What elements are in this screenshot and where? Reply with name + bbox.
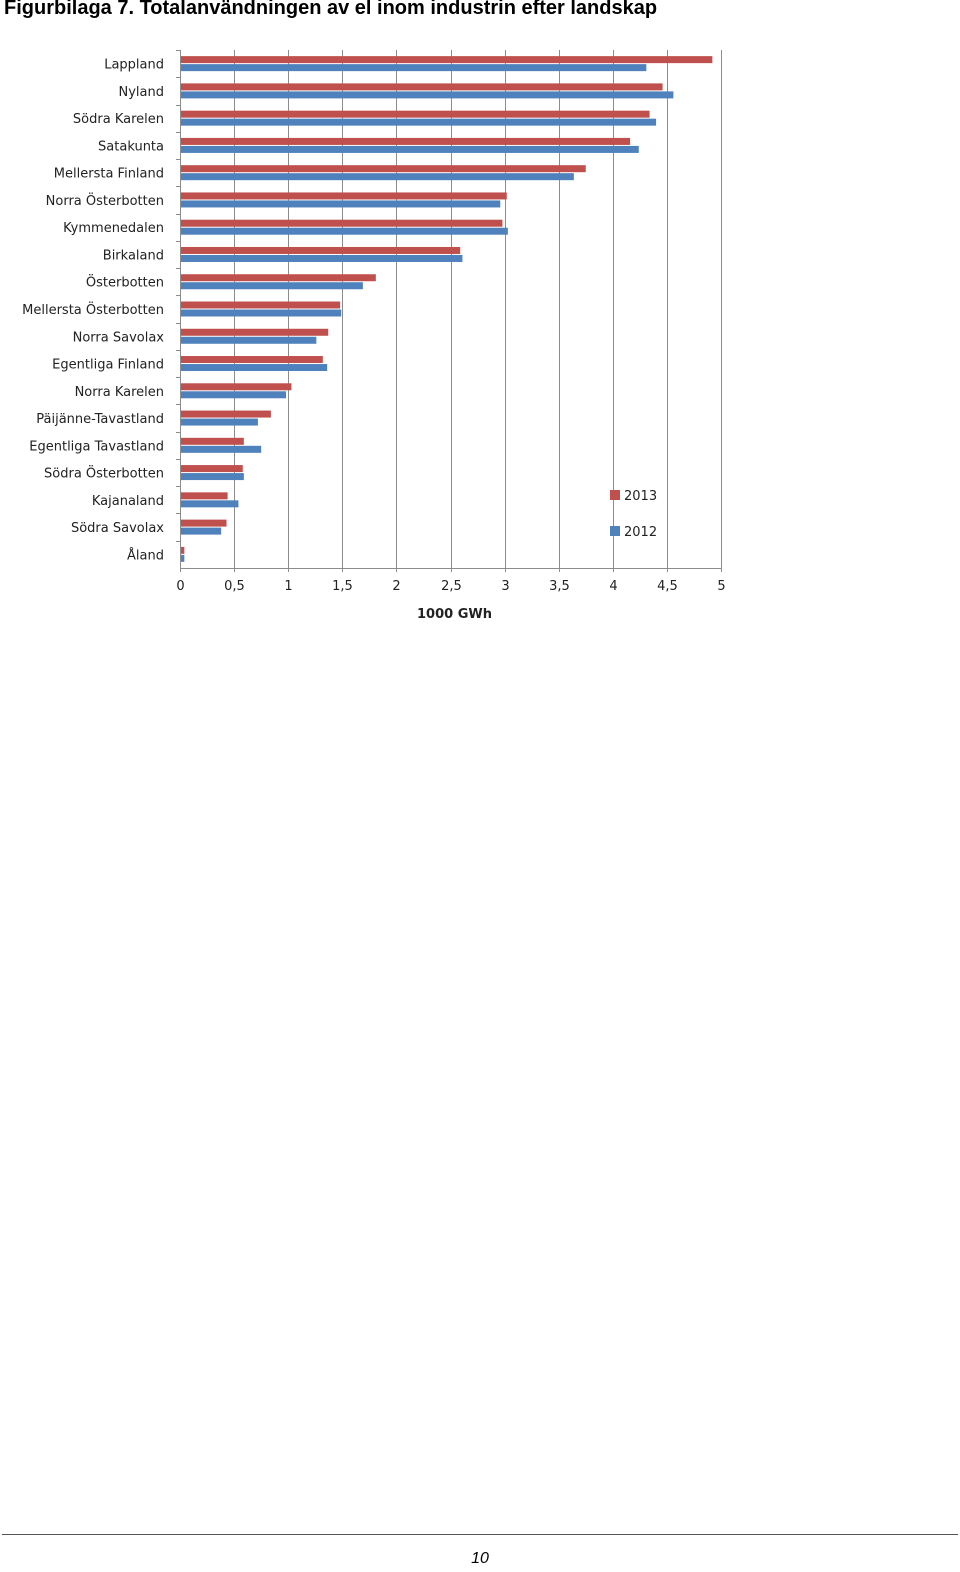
bars <box>181 56 713 562</box>
category-label: Kymmenedalen <box>63 221 164 236</box>
bar-2013 <box>181 519 227 527</box>
bar-2012 <box>181 227 508 235</box>
category-label: Norra Karelen <box>75 385 164 400</box>
bar-2012 <box>181 282 363 290</box>
bar-2013 <box>181 410 271 418</box>
category-label: Södra Savolax <box>71 521 164 536</box>
bar-2012 <box>181 145 639 153</box>
bar-2013 <box>181 465 243 473</box>
category-label: Kajanaland <box>92 494 164 509</box>
bar-2012 <box>181 173 574 181</box>
gridlines <box>234 50 722 568</box>
category-label: Mellersta Finland <box>54 167 164 182</box>
bar-2013 <box>181 274 376 282</box>
x-tick-label: 2 <box>392 579 400 594</box>
bar-2013 <box>181 328 329 336</box>
bar-2012 <box>181 418 258 426</box>
bar-2013 <box>181 301 341 309</box>
bar-2012 <box>181 118 657 126</box>
bar-2012 <box>181 391 287 399</box>
bar-2013 <box>181 492 228 500</box>
category-label: Södra Karelen <box>73 112 164 127</box>
legend: 2013 2012 <box>610 489 657 540</box>
category-label: Satakunta <box>98 139 164 154</box>
category-label: Birkaland <box>103 248 164 263</box>
bar-2012 <box>181 336 317 344</box>
x-axis-title: 1000 GWh <box>417 607 492 622</box>
bar-2013 <box>181 165 586 173</box>
axes: 0 0,5 1 1,5 2 2,5 3 3,5 4 4,5 5 Lappland Nyland Södra… <box>22 50 726 622</box>
x-tick-label: 1 <box>284 579 292 594</box>
category-label: Egentliga Tavastland <box>29 439 164 454</box>
x-tick-label: 0,5 <box>224 579 245 594</box>
bar-2012 <box>181 527 222 535</box>
bar-2012 <box>181 500 239 508</box>
category-label: Nyland <box>119 85 165 100</box>
category-label: Päijänne-Tavastland <box>36 412 164 427</box>
bar-2012 <box>181 473 244 481</box>
bar-2012 <box>181 91 674 99</box>
bar-2013 <box>181 383 292 391</box>
bar-2012 <box>181 309 342 317</box>
bar-2013 <box>181 437 244 445</box>
x-tick-label: 5 <box>717 579 725 594</box>
category-label: Södra Österbotten <box>44 465 164 482</box>
legend-label-2013: 2013 <box>624 489 657 504</box>
bar-2012 <box>181 554 185 562</box>
category-label: Norra Savolax <box>73 330 165 345</box>
category-label: Mellersta Österbotten <box>22 301 164 318</box>
bar-2012 <box>181 364 328 372</box>
bar-chart: 0 0,5 1 1,5 2 2,5 3 3,5 4 4,5 5 Lappland Nyland Södra… <box>22 50 726 622</box>
bar-2013 <box>181 219 503 227</box>
bar-2013 <box>181 356 323 364</box>
bar-2013 <box>181 246 461 254</box>
bar-2012 <box>181 254 463 262</box>
x-tick-label: 4 <box>609 579 617 594</box>
category-label: Åland <box>127 547 164 563</box>
bar-2013 <box>181 137 631 145</box>
x-tick-label: 0 <box>176 579 184 594</box>
x-tick-label: 4,5 <box>657 579 678 594</box>
legend-label-2012: 2012 <box>624 525 657 540</box>
bar-2013 <box>181 110 650 118</box>
category-label: Österbotten <box>86 274 164 291</box>
bar-2013 <box>181 192 507 200</box>
bar-2012 <box>181 64 647 72</box>
x-tick-label: 3 <box>501 579 509 594</box>
bar-2013 <box>181 56 713 64</box>
footer-rule <box>2 1534 958 1535</box>
x-tick-label: 3,5 <box>549 579 570 594</box>
legend-swatch-2012 <box>610 526 620 536</box>
page-title: Figurbilaga 7. Totalanvändningen av el i… <box>4 0 658 19</box>
category-label: Norra Österbotten <box>46 192 164 209</box>
legend-swatch-2013 <box>610 490 620 500</box>
category-label: Lappland <box>104 58 164 73</box>
bar-2012 <box>181 200 501 208</box>
bar-2013 <box>181 546 185 554</box>
x-tick-label: 2,5 <box>441 579 462 594</box>
category-label: Egentliga Finland <box>52 358 164 373</box>
page-number: 10 <box>471 1550 489 1567</box>
x-tick-label: 1,5 <box>332 579 353 594</box>
bar-2013 <box>181 83 663 91</box>
bar-2012 <box>181 445 262 453</box>
